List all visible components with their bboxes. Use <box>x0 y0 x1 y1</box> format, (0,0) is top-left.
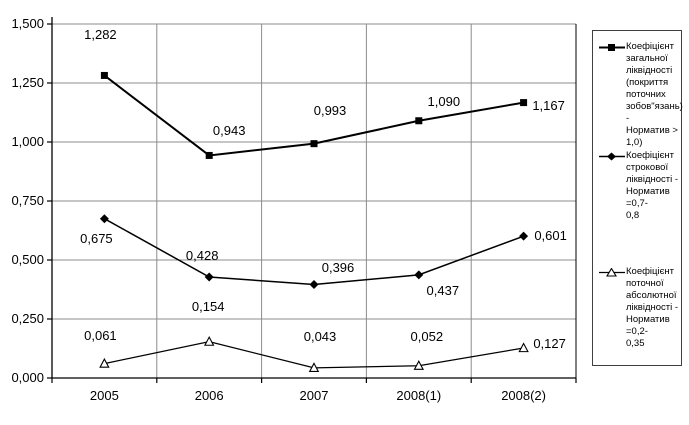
marker-square[interactable] <box>520 99 528 107</box>
chart-legend: Коефіцієнт загальної ліквідності (покрит… <box>592 30 683 366</box>
y-tick-label: 0,500 <box>11 252 44 267</box>
data-label: 0,437 <box>426 282 460 298</box>
legend-label: Коефіцієнт загальної ліквідності (покрит… <box>626 41 683 148</box>
data-label: 0,993 <box>313 102 347 118</box>
marker-diamond[interactable] <box>414 270 424 280</box>
data-label: 0,601 <box>534 228 567 244</box>
y-tick-label: 0,000 <box>11 370 44 385</box>
x-category-label: 2006 <box>194 388 224 403</box>
x-category-label: 2008(1) <box>396 388 442 403</box>
data-label: 0,943 <box>212 123 246 139</box>
series-line-1 <box>104 218 524 286</box>
data-label: 0,061 <box>84 327 117 343</box>
marker-triangle[interactable] <box>99 357 110 368</box>
marker-square[interactable] <box>100 71 108 79</box>
data-label: 1,282 <box>84 27 117 43</box>
data-label: 0,396 <box>321 259 355 275</box>
x-category-label: 2005 <box>89 388 119 403</box>
marker-diamond[interactable] <box>99 214 109 224</box>
data-label: 1,090 <box>427 93 461 109</box>
legend-label: Коефіцієнт поточної абсолютної ліквіднос… <box>626 266 679 349</box>
marker-triangle[interactable] <box>308 362 320 373</box>
legend-marker-square-icon <box>599 44 625 51</box>
marker-diamond[interactable] <box>204 272 214 282</box>
marker-square[interactable] <box>205 151 213 159</box>
data-label: 0,043 <box>303 328 337 344</box>
data-label: 0,127 <box>533 336 566 352</box>
legend-item-total-liquidity: Коефіцієнт загальної ліквідності (покрит… <box>599 41 683 149</box>
marker-triangle[interactable] <box>518 342 529 353</box>
x-category-label: 2008(2) <box>501 388 546 403</box>
marker-square[interactable] <box>415 117 423 125</box>
legend-marker-diamond-icon <box>599 152 625 161</box>
marker-triangle[interactable] <box>203 335 215 346</box>
y-tick-label: 1,000 <box>11 134 44 149</box>
marker-triangle[interactable] <box>413 360 425 370</box>
y-tick-label: 1,500 <box>11 16 44 31</box>
data-label: 0,154 <box>191 298 225 314</box>
data-label: 0,428 <box>185 247 219 263</box>
legend-item-absolute-liquidity: Коефіцієнт поточної абсолютної ліквіднос… <box>599 266 679 350</box>
legend-label: Коефіцієнт строкової ліквідності - Норма… <box>626 150 679 221</box>
marker-diamond[interactable] <box>309 280 319 290</box>
data-label: 0,675 <box>80 230 113 246</box>
y-tick-label: 1,250 <box>11 75 44 90</box>
legend-item-quick-liquidity: Коефіцієнт строкової ліквідності - Норма… <box>599 150 679 222</box>
y-tick-label: 0,250 <box>11 311 44 326</box>
x-category-label: 2007 <box>299 388 329 403</box>
marker-square[interactable] <box>310 140 318 148</box>
marker-diamond[interactable] <box>519 231 529 241</box>
data-label: 1,167 <box>532 97 565 113</box>
data-label: 0,052 <box>410 328 444 344</box>
legend-marker-triangle-icon <box>599 268 625 277</box>
y-tick-label: 0,750 <box>11 193 44 208</box>
